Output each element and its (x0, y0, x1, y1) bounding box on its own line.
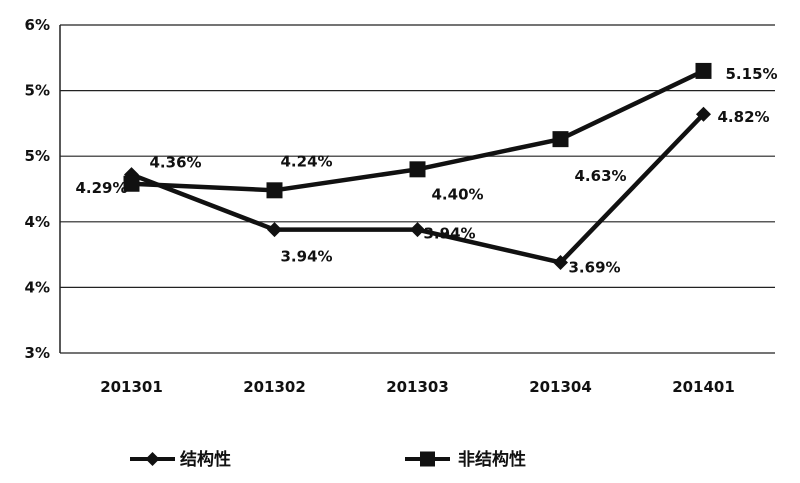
data-label: 3.69% (569, 258, 621, 276)
y-tick-label: 6% (25, 16, 50, 34)
data-label: 4.82% (718, 108, 770, 126)
x-tick-label: 201304 (529, 378, 592, 396)
data-label: 4.24% (281, 152, 333, 170)
x-tick-label: 201301 (100, 378, 163, 396)
data-label: 3.94% (424, 225, 476, 243)
data-point (267, 222, 282, 238)
legend-label: 结构性 (180, 449, 231, 470)
x-tick-label: 201401 (672, 378, 735, 396)
y-tick-label: 5% (25, 82, 50, 100)
data-point (410, 222, 425, 238)
data-label: 3.94% (281, 248, 333, 266)
data-label: 5.15% (726, 65, 778, 83)
legend-label: 非结构性 (458, 449, 526, 470)
data-point (409, 161, 426, 178)
data-point (123, 175, 140, 192)
data-label: 4.29% (75, 179, 127, 197)
y-tick-label: 4% (25, 213, 50, 231)
data-point (266, 182, 283, 199)
data-point (553, 254, 568, 270)
series-lines (123, 62, 712, 270)
y-tick-label: 5% (25, 147, 50, 165)
data-point (695, 62, 712, 79)
legend: 结构性 非结构性 (130, 449, 526, 470)
data-label: 4.40% (432, 185, 484, 203)
legend-item: 非结构性 (405, 449, 526, 470)
gridlines (60, 24, 775, 354)
y-axis: 3% 4% 4% 5% 5% 6% (25, 16, 61, 362)
x-axis: 201301 201302 201303 201304 201401 (100, 378, 735, 396)
x-tick-label: 201303 (386, 378, 449, 396)
y-tick-label: 3% (25, 344, 50, 362)
legend-item: 结构性 (130, 449, 231, 470)
square-icon (420, 451, 435, 467)
data-label: 4.36% (150, 154, 202, 172)
data-point (552, 131, 569, 148)
diamond-icon (145, 452, 160, 466)
data-label: 4.63% (575, 167, 627, 185)
data-point (696, 106, 711, 122)
data-labels: 4.36% 3.94% 3.94% 3.69% 4.82% 4.29% 4.24% 4.40%… (75, 65, 777, 277)
x-tick-label: 201302 (243, 378, 306, 396)
y-tick-label: 4% (25, 278, 50, 296)
